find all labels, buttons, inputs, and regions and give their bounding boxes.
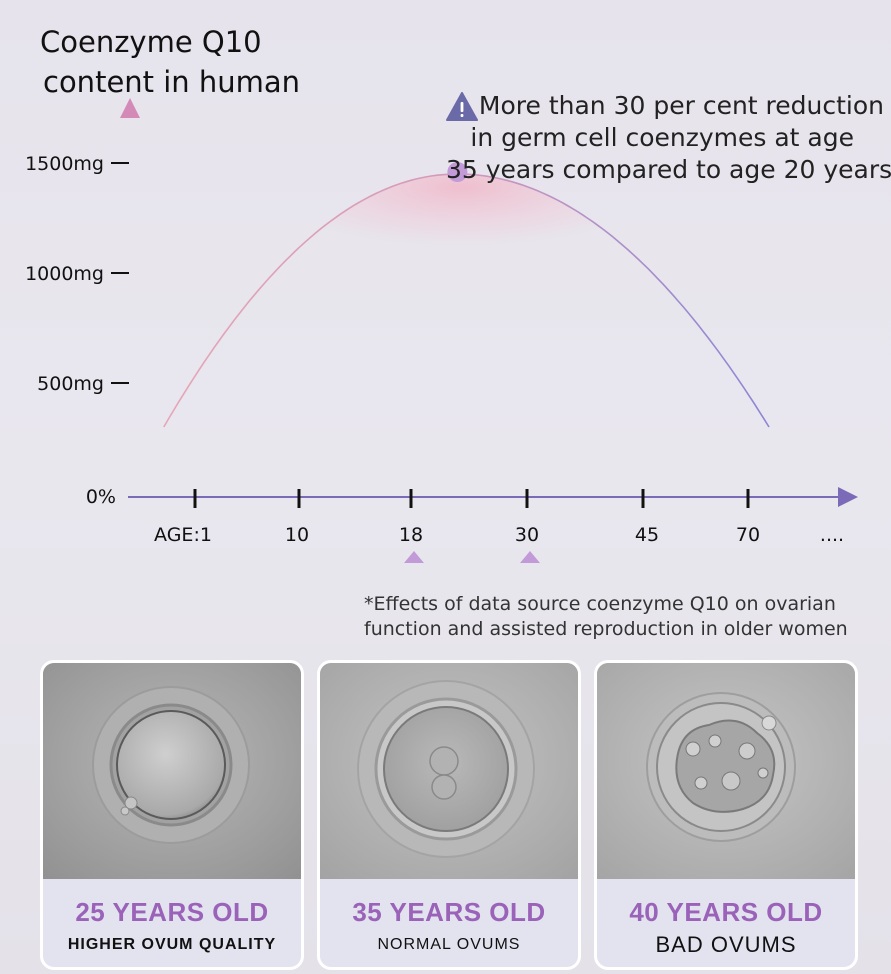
highlight-triangle-marker <box>520 551 540 563</box>
coq10-chart: 1500mg 1000mg 500mg 0% AGE:1 10 18 30 45 70.... <box>25 98 858 563</box>
ovum-card-35: 35 YEARS OLD NORMAL OVUMS <box>317 660 581 970</box>
source-line-1: *Effects of data source coenzyme Q10 on … <box>364 593 836 615</box>
age-label: 25 YEARS OLD <box>75 897 269 927</box>
ovum-caption: 35 YEARS OLD NORMAL OVUMS <box>320 879 578 967</box>
peak-highlight-area <box>310 174 613 264</box>
chart-title-line-2: content in human <box>43 65 301 99</box>
source-line-2: function and assisted reproduction in ol… <box>364 618 848 640</box>
annotation-line-3: 35 years compared to age 20 years <box>446 155 891 184</box>
x-tick-label: AGE:1 <box>154 524 212 546</box>
ovum-bad-image <box>597 663 855 879</box>
x-tick-label: 30 <box>515 524 539 546</box>
y-tick-label: 1500mg <box>25 153 104 175</box>
ovum-caption: 40 YEARS OLD BAD OVUMS <box>597 879 855 967</box>
age-label: 35 YEARS OLD <box>352 897 546 927</box>
annotation-line-1: More than 30 per cent reduction <box>478 91 884 120</box>
x-tick-label: 45 <box>635 524 659 546</box>
quality-label: NORMAL OVUMS <box>377 936 521 953</box>
chart-title: Coenzyme Q10 content in human <box>40 22 300 102</box>
quality-label: HIGHER OVUM QUALITY <box>67 936 277 953</box>
y-tick-label: 0% <box>86 486 116 508</box>
x-tick-label: 10 <box>285 524 309 546</box>
ovum-caption: 25 YEARS OLD HIGHER OVUM QUALITY <box>43 879 301 967</box>
ovum-healthy-image <box>43 663 301 879</box>
warning-icon <box>446 92 478 121</box>
x-tick-label: 70 <box>736 524 760 546</box>
annotation-line-2: in germ cell coenzymes at age <box>470 123 854 152</box>
age-label: 40 YEARS OLD <box>629 897 823 927</box>
ovum-normal-image <box>320 663 578 879</box>
highlight-triangle-marker <box>404 551 424 563</box>
chart-title-line-1: Coenzyme Q10 <box>40 25 262 59</box>
y-tick-label: 1000mg <box>25 263 104 285</box>
data-source-note: *Effects of data source coenzyme Q10 on … <box>364 592 848 642</box>
y-tick-label: 500mg <box>37 373 104 395</box>
peak-marker <box>447 162 468 182</box>
ovum-card-40: 40 YEARS OLD BAD OVUMS <box>594 660 858 970</box>
x-tick-label: .... <box>820 524 844 546</box>
ovum-card-25: 25 YEARS OLD HIGHER OVUM QUALITY <box>40 660 304 970</box>
quality-label: BAD OVUMS <box>655 932 797 957</box>
x-tick-label: 18 <box>399 524 423 546</box>
reduction-annotation: More than 30 per cent reduction in germ … <box>446 90 891 186</box>
